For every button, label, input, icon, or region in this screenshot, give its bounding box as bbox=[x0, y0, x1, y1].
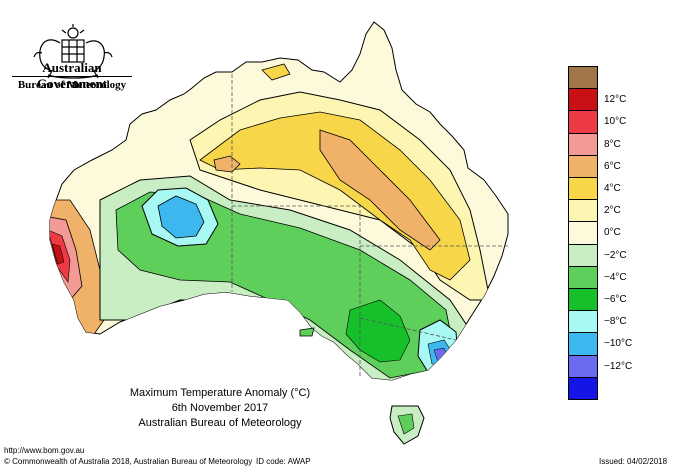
legend-label: −10°C bbox=[604, 338, 633, 350]
bureau-name: Bureau of Meteorology bbox=[17, 79, 127, 91]
legend-label: 8°C bbox=[604, 138, 621, 150]
coat-of-arms-logo bbox=[33, 24, 113, 79]
anomaly-zone-plus6-small bbox=[213, 155, 241, 173]
legend-swatch bbox=[568, 243, 598, 267]
legend-swatch bbox=[568, 66, 598, 90]
legend-swatch bbox=[568, 177, 598, 201]
anomaly-zone-plus4 bbox=[199, 111, 471, 281]
legend-label: −4°C bbox=[604, 271, 627, 283]
legend-label: 10°C bbox=[604, 116, 627, 128]
issued-date: Issued: 04/02/2018 bbox=[599, 457, 668, 466]
legend-swatch bbox=[568, 110, 598, 134]
legend-label: 12°C bbox=[604, 94, 627, 106]
legend-label: 4°C bbox=[604, 183, 621, 194]
map-title: Maximum Temperature Anomaly (°C) bbox=[129, 387, 311, 399]
legend-label: −2°C bbox=[604, 249, 627, 261]
legend-swatch bbox=[568, 354, 598, 378]
legend-swatch bbox=[568, 88, 598, 112]
legend-swatch bbox=[568, 199, 598, 223]
legend-swatch bbox=[568, 132, 598, 156]
copyright-notice: © Commonwealth of Australia 2018, Austra… bbox=[4, 457, 253, 466]
legend-label: −12°C bbox=[604, 360, 633, 372]
map-date: 6th November 2017 bbox=[171, 402, 269, 414]
legend-swatch bbox=[568, 288, 598, 312]
anomaly-zone-plus6 bbox=[319, 129, 441, 251]
id-code: ID code: AWAP bbox=[256, 457, 311, 466]
legend-label: −6°C bbox=[604, 294, 627, 305]
anomaly-zone-plus2-north bbox=[261, 63, 291, 81]
state-borders bbox=[231, 74, 508, 378]
legend-swatch bbox=[568, 332, 598, 356]
legend-swatch bbox=[568, 221, 598, 245]
government-name: Australian Government bbox=[36, 60, 108, 91]
legend-swatch bbox=[568, 376, 598, 400]
anomaly-zone-minus10-west bbox=[157, 195, 205, 239]
legend-swatch bbox=[568, 154, 598, 178]
legend-label: −8°C bbox=[604, 316, 627, 328]
tasmania-minus4 bbox=[397, 413, 415, 435]
anomaly-zone-sw-extreme bbox=[51, 243, 65, 265]
header-divider bbox=[12, 76, 132, 77]
legend-label: 6°C bbox=[604, 160, 621, 172]
legend-swatch bbox=[568, 265, 598, 289]
anomaly-zone-minus6 bbox=[345, 299, 411, 363]
bom-link[interactable]: http://www.bom.gov.au bbox=[4, 446, 85, 455]
legend-label: 0°C bbox=[604, 227, 621, 239]
legend-swatch bbox=[568, 310, 598, 334]
map-source: Australian Bureau of Meteorology bbox=[138, 417, 302, 429]
legend-label: 2°C bbox=[604, 205, 621, 217]
kangaroo-island bbox=[299, 327, 315, 337]
map-title-block: Maximum Temperature Anomaly (°C) 6th Nov… bbox=[100, 386, 340, 431]
